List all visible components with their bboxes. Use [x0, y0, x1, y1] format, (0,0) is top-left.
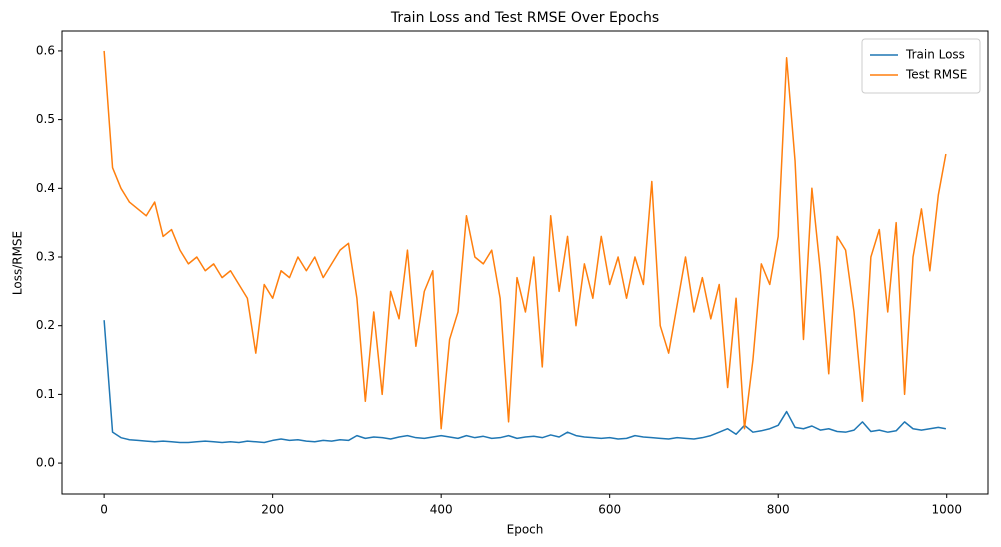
- chart-title: Train Loss and Test RMSE Over Epochs: [390, 10, 659, 26]
- x-tick-label: 1000: [931, 503, 962, 517]
- y-tick-label: 0.0: [36, 456, 55, 470]
- legend-label: Train Loss: [905, 48, 965, 62]
- x-axis-label: Epoch: [507, 523, 544, 537]
- x-tick-label: 600: [598, 503, 621, 517]
- y-tick-label: 0.2: [36, 318, 55, 332]
- y-tick-label: 0.6: [36, 43, 55, 57]
- y-tick-label: 0.5: [36, 112, 55, 126]
- line-series: [103, 320, 947, 444]
- x-tick-label: 400: [430, 503, 453, 517]
- y-tick-label: 0.3: [36, 250, 55, 264]
- y-axis-label: Loss/RMSE: [11, 231, 25, 295]
- plot-frame: [61, 30, 989, 495]
- legend-label: Test RMSE: [905, 68, 967, 82]
- y-tick-label: 0.4: [36, 181, 55, 195]
- legend-box: [861, 38, 981, 94]
- line-series: [103, 50, 947, 430]
- x-tick-label: 200: [261, 503, 284, 517]
- x-tick-label: 800: [767, 503, 790, 517]
- y-tick-label: 0.1: [36, 387, 55, 401]
- x-tick-label: 0: [100, 503, 108, 517]
